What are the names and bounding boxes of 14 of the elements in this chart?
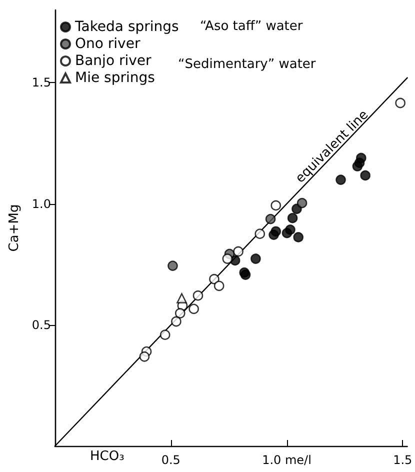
y-axis-title: Ca+Mg	[7, 204, 22, 252]
annotation: “Aso taff” water	[200, 19, 304, 34]
x-axis-title: HCO₃	[90, 449, 124, 464]
legend-label: Ono river	[75, 36, 140, 52]
legend-label: Banjo river	[75, 53, 152, 69]
y-tick-label: 1.0	[32, 196, 51, 211]
x-tick-label: 0.5	[161, 453, 180, 467]
y-tick-label: 0.5	[32, 318, 51, 332]
annotation: “Sedimentary” water	[178, 57, 316, 72]
legend-label: Takeda springs	[74, 19, 179, 35]
x-tick-label: 1.5	[393, 453, 412, 467]
y-tick-label: 1.5	[32, 76, 51, 90]
x-tick-label: 1.0 me/l	[262, 453, 312, 467]
legend-label: Mie springs	[75, 70, 155, 86]
